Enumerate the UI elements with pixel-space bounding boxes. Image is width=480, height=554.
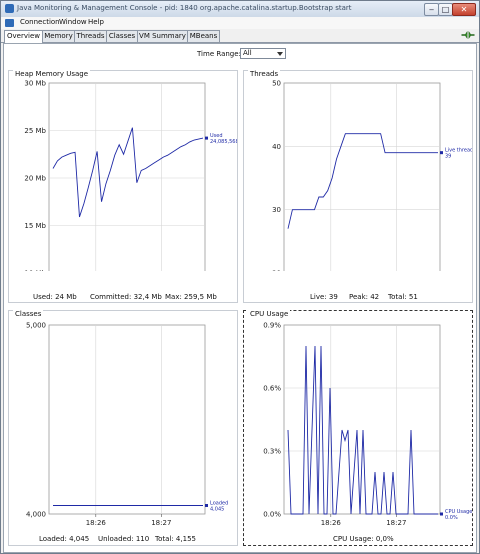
series-line — [287, 345, 438, 515]
series-end-marker — [440, 512, 443, 516]
y-tick-label: 0.3% — [263, 448, 281, 456]
x-tick-label: 18:26 — [86, 519, 107, 527]
classes-total-label: Total: 4,155 — [155, 535, 196, 543]
y-tick-label: 10 Mb — [24, 270, 46, 272]
series-end-marker — [205, 136, 208, 140]
y-tick-label: 20 Mb — [24, 175, 46, 183]
time-range-select[interactable]: All — [240, 48, 286, 59]
classes-unloaded-label: Unloaded: 110 — [98, 535, 150, 543]
tab-vm-summary[interactable]: VM Summary — [137, 30, 188, 42]
heap-used-label: Used: 24 Mb — [33, 293, 77, 301]
time-range-label: Time Range: — [197, 50, 241, 58]
series-legend-value: 39 — [445, 154, 451, 160]
heap-max-label: Max: 259,5 Mb — [165, 293, 217, 301]
series-legend-value: 4,045 — [210, 506, 224, 512]
close-button[interactable]: ✕ — [452, 3, 476, 16]
chevron-down-icon — [277, 52, 283, 56]
menu-window[interactable]: Window — [59, 18, 87, 26]
tab-strip: Overview Memory Threads Classes VM Summa… — [1, 29, 479, 43]
classes-title: Classes — [13, 310, 44, 318]
x-tick-label: 18:27 — [386, 519, 406, 527]
y-tick-label: 25 Mb — [24, 127, 46, 135]
cpu-usage-section[interactable]: CPU Usage 0.9% 0.6% 0.3% 0.0% 18:26 18:27 CPU … — [243, 310, 473, 546]
series-legend-label: Used — [210, 133, 223, 139]
series-legend-label: Live threads — [445, 148, 472, 154]
y-tick-label: 20 — [272, 270, 281, 272]
series-legend-label: Loaded — [210, 500, 228, 506]
tab-memory[interactable]: Memory — [42, 30, 75, 42]
series-line — [287, 133, 438, 229]
x-tick-label: 18:27 — [151, 519, 171, 527]
threads-live-label: Live: 39 — [310, 293, 338, 301]
threads-title: Threads — [248, 70, 281, 78]
y-tick-label: 5,000 — [26, 322, 46, 330]
tab-mbeans[interactable]: MBeans — [187, 30, 220, 42]
classes-loaded-label: Loaded: 4,045 — [39, 535, 90, 543]
menu-help[interactable]: Help — [88, 18, 104, 26]
y-tick-label: 4,000 — [26, 511, 46, 519]
connected-icon[interactable] — [461, 31, 475, 39]
series-legend-value: 0.0% — [445, 515, 458, 521]
cpu-usage-footer: CPU Usage: 0,0% — [333, 535, 394, 543]
x-tick-label: 18:26 — [321, 519, 342, 527]
tab-overview[interactable]: Overview — [4, 30, 43, 43]
menu-connection[interactable]: Connection — [20, 18, 60, 26]
y-tick-label: 30 Mb — [24, 80, 46, 88]
heap-memory-title: Heap Memory Usage — [13, 70, 91, 78]
y-tick-label: 15 Mb — [24, 222, 46, 230]
plot-area — [283, 82, 441, 271]
heap-memory-section: Heap Memory Usage 30 Mb 25 Mb 20 Mb 15 Mb 10… — [8, 70, 238, 303]
y-tick-label: 0.6% — [263, 385, 281, 393]
minimize-button[interactable]: ‒ — [424, 3, 439, 16]
series-line — [52, 127, 204, 218]
maximize-button[interactable]: □ — [438, 3, 453, 16]
series-end-marker — [440, 151, 443, 155]
plot-area — [48, 324, 206, 515]
title-bar[interactable]: Java Monitoring & Management Console - p… — [1, 1, 479, 18]
series-legend-label: CPU Usage — [445, 509, 472, 515]
java-app-icon — [5, 4, 14, 13]
classes-section: Classes 5,000 4,000 18:26 18:27 Loaded 4,045 … — [8, 310, 238, 546]
window-title: Java Monitoring & Management Console - p… — [17, 4, 352, 12]
y-tick-label: 50 — [272, 80, 281, 88]
series-legend-value: 24,085,568 — [210, 139, 237, 145]
menu-bar: Connection Window Help — [1, 17, 479, 29]
tab-classes[interactable]: Classes — [106, 30, 138, 42]
cpu-usage-title: CPU Usage — [248, 310, 291, 318]
threads-total-label: Total: 51 — [388, 293, 418, 301]
overview-content: Time Range: All Heap Memory Usage 30 Mb 2… — [3, 43, 477, 553]
y-tick-label: 40 — [272, 143, 281, 151]
heap-committed-label: Committed: 32,4 Mb — [90, 293, 162, 301]
tab-threads[interactable]: Threads — [74, 30, 107, 42]
plot-area — [48, 82, 206, 271]
series-end-marker — [205, 503, 208, 507]
y-tick-label: 0.9% — [263, 322, 281, 330]
time-range-value: All — [243, 49, 252, 57]
y-tick-label: 0.0% — [263, 511, 281, 519]
y-tick-label: 30 — [272, 206, 281, 214]
threads-peak-label: Peak: 42 — [349, 293, 380, 301]
app-menu-icon[interactable] — [5, 19, 14, 27]
